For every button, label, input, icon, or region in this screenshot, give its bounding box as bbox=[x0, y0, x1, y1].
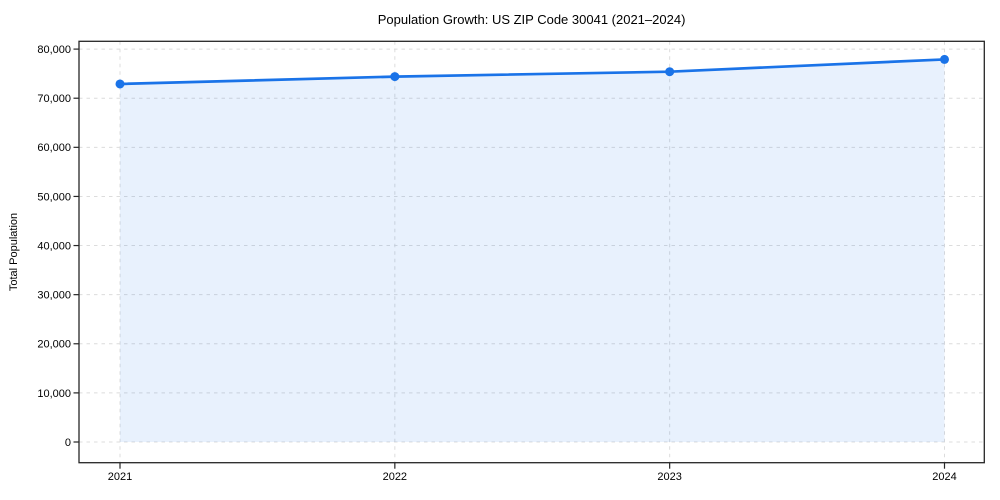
grid-layer bbox=[79, 41, 985, 463]
y-tick-label: 40,000 bbox=[37, 240, 71, 252]
chart-title: Population Growth: US ZIP Code 30041 (20… bbox=[378, 12, 686, 27]
x-tick-label: 2023 bbox=[657, 471, 681, 483]
plot-border bbox=[78, 40, 985, 464]
x-tick-label: 2021 bbox=[108, 471, 132, 483]
axis-layer: 0 10,000 20,000 30,000 40,000 50,000 60,000 70,… bbox=[37, 40, 985, 483]
x-tick-label: 2022 bbox=[383, 471, 407, 483]
data-point bbox=[665, 67, 675, 77]
y-tick-label: 10,000 bbox=[37, 388, 71, 400]
data-point bbox=[940, 54, 949, 64]
y-tick-label: 80,000 bbox=[37, 44, 71, 56]
data-point bbox=[115, 79, 125, 89]
data-point bbox=[390, 72, 400, 82]
area-fill bbox=[120, 59, 945, 442]
y-tick-label: 60,000 bbox=[37, 142, 71, 154]
trend-line bbox=[118, 58, 946, 86]
y-tick-label: 50,000 bbox=[37, 191, 71, 203]
y-axis-label: Total Population bbox=[8, 213, 20, 291]
y-tick-label: 20,000 bbox=[37, 339, 71, 351]
y-tick-label: 70,000 bbox=[37, 93, 71, 105]
x-tick-label: 2024 bbox=[932, 471, 956, 483]
y-tick-label: 30,000 bbox=[37, 290, 71, 302]
y-tick-label: 0 bbox=[65, 437, 71, 449]
series-layer bbox=[115, 54, 949, 442]
